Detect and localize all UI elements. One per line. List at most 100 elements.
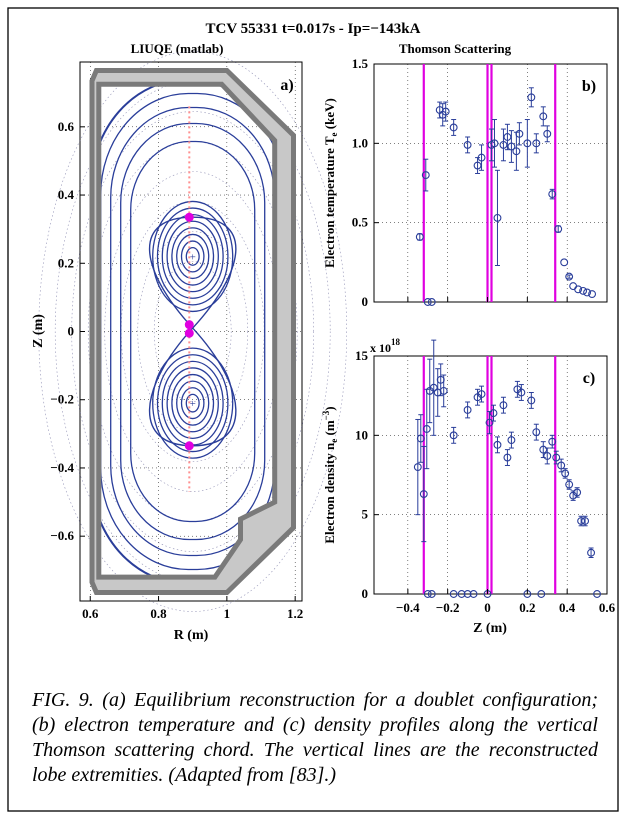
panel-b-label: b)	[582, 78, 596, 95]
x-tick-label: 0	[484, 600, 491, 615]
data-point	[554, 225, 563, 233]
panel-c: 0 5 10 15 −0.4 −0.2 0 0.2 0.4 0.6 c) x 1018 Z (m)…	[321, 337, 616, 636]
data-point	[503, 453, 512, 462]
data-point	[579, 286, 588, 295]
figure-caption: FIG. 9. (a) Equilibrium reconstruction f…	[32, 689, 598, 786]
data-point	[422, 425, 431, 433]
data-point	[548, 190, 557, 199]
panel-a-xlabel: R (m)	[174, 628, 209, 643]
background-flux-surface	[38, 51, 348, 612]
panel-a: ++ 0.6 0.8 1 1.20.60.40.20−0.2−0.4−0.6 a) R…	[31, 51, 348, 643]
panel-b: 0 0.5 1.0 1.5 b) Electron temperature Te (k…	[322, 56, 608, 309]
data-point	[557, 461, 566, 470]
data-point	[565, 272, 574, 281]
data-point	[489, 409, 498, 418]
vessel-wall	[89, 68, 296, 595]
lobe-extremity-point	[184, 212, 194, 222]
lobe-extremity-point	[184, 328, 194, 338]
data-point	[429, 383, 438, 392]
background-flux-surface	[71, 111, 315, 552]
data-point	[499, 140, 508, 149]
flux-surface-lobe	[156, 207, 229, 306]
figure-border	[7, 7, 619, 812]
data-point	[548, 437, 557, 446]
x-tick-label: 0.8	[150, 606, 167, 621]
data-point	[463, 405, 472, 414]
data-point	[485, 418, 494, 427]
flux-surface-outer	[130, 140, 256, 523]
panel-a-label: a)	[280, 77, 293, 94]
x-tick-label: −0.2	[436, 600, 460, 615]
data-point	[512, 147, 521, 156]
data-point	[493, 213, 502, 222]
data-point	[593, 590, 601, 598]
data-point	[416, 434, 425, 443]
y-tick-label: 0.5	[352, 215, 369, 230]
data-point	[561, 469, 570, 478]
lobe-extremity-point	[184, 441, 194, 451]
multiplier-base: x 10	[370, 341, 391, 355]
data-point	[532, 428, 541, 437]
data-point	[421, 171, 430, 180]
magnetic-axis: +	[190, 251, 196, 263]
data-point	[449, 123, 458, 132]
data-point	[463, 590, 472, 598]
data-point	[441, 107, 450, 116]
y-tick-label: 0.6	[58, 119, 75, 134]
data-point	[419, 490, 428, 498]
panel-b-ylabel: Electron temperature Te (keV)	[322, 98, 339, 268]
data-point	[539, 445, 548, 454]
data-point	[583, 288, 592, 297]
background-flux-surface	[54, 81, 331, 582]
x-tick-label: −0.4	[396, 600, 420, 615]
y-tick-label: −0.6	[50, 528, 74, 543]
data-point	[515, 129, 524, 138]
panel-a-ylabel: Z (m)	[31, 314, 46, 348]
y-tick-label: −0.4	[50, 460, 74, 475]
flux-surface-lobe	[176, 233, 210, 280]
flux-surface-lobe	[166, 367, 219, 439]
data-point	[507, 436, 516, 445]
flux-surface-lobe	[185, 393, 200, 413]
panel-a-title: LIUQE (matlab)	[131, 41, 224, 56]
data-point	[439, 386, 448, 395]
data-point	[527, 396, 536, 405]
data-point	[427, 298, 436, 306]
data-point	[543, 129, 552, 138]
flux-surface-lobe	[171, 227, 215, 286]
panel-c-ylabel: Electron density ne (m−3)	[321, 406, 339, 543]
panel-b-title: Thomson Scattering	[399, 41, 512, 56]
data-point	[503, 133, 512, 141]
y-tick-label: 10	[355, 427, 368, 442]
data-point	[473, 161, 482, 170]
data-point	[574, 285, 583, 294]
data-point	[493, 440, 502, 449]
lobe-extremity-point	[184, 320, 194, 330]
x-tick-label: 0.6	[599, 600, 616, 615]
y-tick-label: −0.2	[50, 392, 74, 407]
panel-b-points	[415, 87, 597, 306]
data-point	[427, 590, 436, 598]
data-point	[565, 480, 574, 489]
flux-surface-outer	[120, 122, 266, 541]
data-point	[477, 390, 486, 399]
data-point	[527, 93, 536, 102]
data-point	[449, 431, 458, 440]
data-point	[581, 517, 590, 525]
flux-surface-lobe	[180, 240, 205, 273]
data-point	[413, 463, 422, 472]
data-point	[552, 453, 561, 462]
flux-surface-lobe	[156, 354, 229, 453]
y-tick-label: 0.4	[58, 187, 75, 202]
panel-c-points	[413, 339, 601, 598]
panel-a-ticks: 0.6 0.8 1 1.2 0.6 0.4 0.2 0 −0.2 −0.4 −0.6	[50, 119, 303, 621]
x-tick-label: 1	[224, 606, 231, 621]
flux-surface-lobe	[166, 220, 219, 293]
x-tick-label: 0.2	[519, 600, 535, 615]
multiplier-exponent: 18	[391, 337, 401, 347]
flux-surface-lobe	[152, 200, 234, 313]
data-point	[588, 290, 597, 299]
panel-c-xlabel: Z (m)	[473, 621, 507, 636]
